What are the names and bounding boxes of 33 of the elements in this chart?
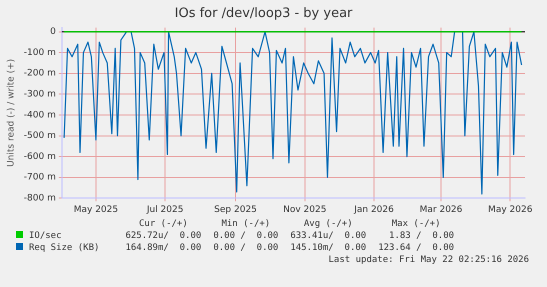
y-tick-label: -200 m [24, 68, 56, 79]
text: Cur (-/+) [138, 218, 189, 230]
y-tick-label: -300 m [24, 90, 56, 100]
x-tick-label: May 2025 [74, 204, 118, 215]
x-tick-label: Mar 2026 [420, 204, 463, 215]
chart-title: IOs for /dev/loop3 - by year [174, 6, 354, 22]
text: Last update: Fri May 22 02:25:16 2026 [328, 254, 530, 266]
text: 0.00 / 0.00 [212, 230, 280, 242]
text: Max (-/+) [390, 218, 442, 230]
text: 0.00 / 0.00 [212, 242, 280, 254]
text: 145.10m/ 0.00 [289, 242, 368, 254]
y-tick-label: -500 m [24, 131, 56, 142]
text: Min (-/+) [220, 218, 272, 230]
text: 164.89m/ 0.00 [124, 242, 202, 254]
y-tick-label: -100 m [24, 48, 56, 58]
text: 123.64 / 0.00 [377, 242, 456, 254]
text: Avg (-/+) [302, 218, 354, 230]
x-tick-label: Nov 2025 [283, 204, 326, 215]
legend-label: Req Size (KB) [28, 242, 100, 254]
text: 1.83 / 0.00 [388, 230, 456, 242]
y-tick-label: -700 m [24, 172, 56, 183]
x-tick-label: Jan 2026 [353, 204, 394, 215]
x-tick-label: Jul 2025 [146, 204, 184, 215]
x-tick-label: May 2026 [488, 204, 533, 215]
text: 633.41u/ 0.00 [289, 230, 368, 242]
y-tick-label: 0 [50, 27, 56, 38]
legend-label: IO/sec [28, 230, 63, 242]
y-tick-label: -600 m [24, 152, 56, 162]
x-tick-label: Sep 2025 [214, 204, 257, 215]
text: 625.72u/ 0.00 [124, 230, 202, 242]
y-tick-label: -800 m [24, 194, 56, 204]
y-axis-title: Units read (-) / write (+) [6, 58, 17, 167]
y-tick-label: -400 m [24, 110, 56, 120]
